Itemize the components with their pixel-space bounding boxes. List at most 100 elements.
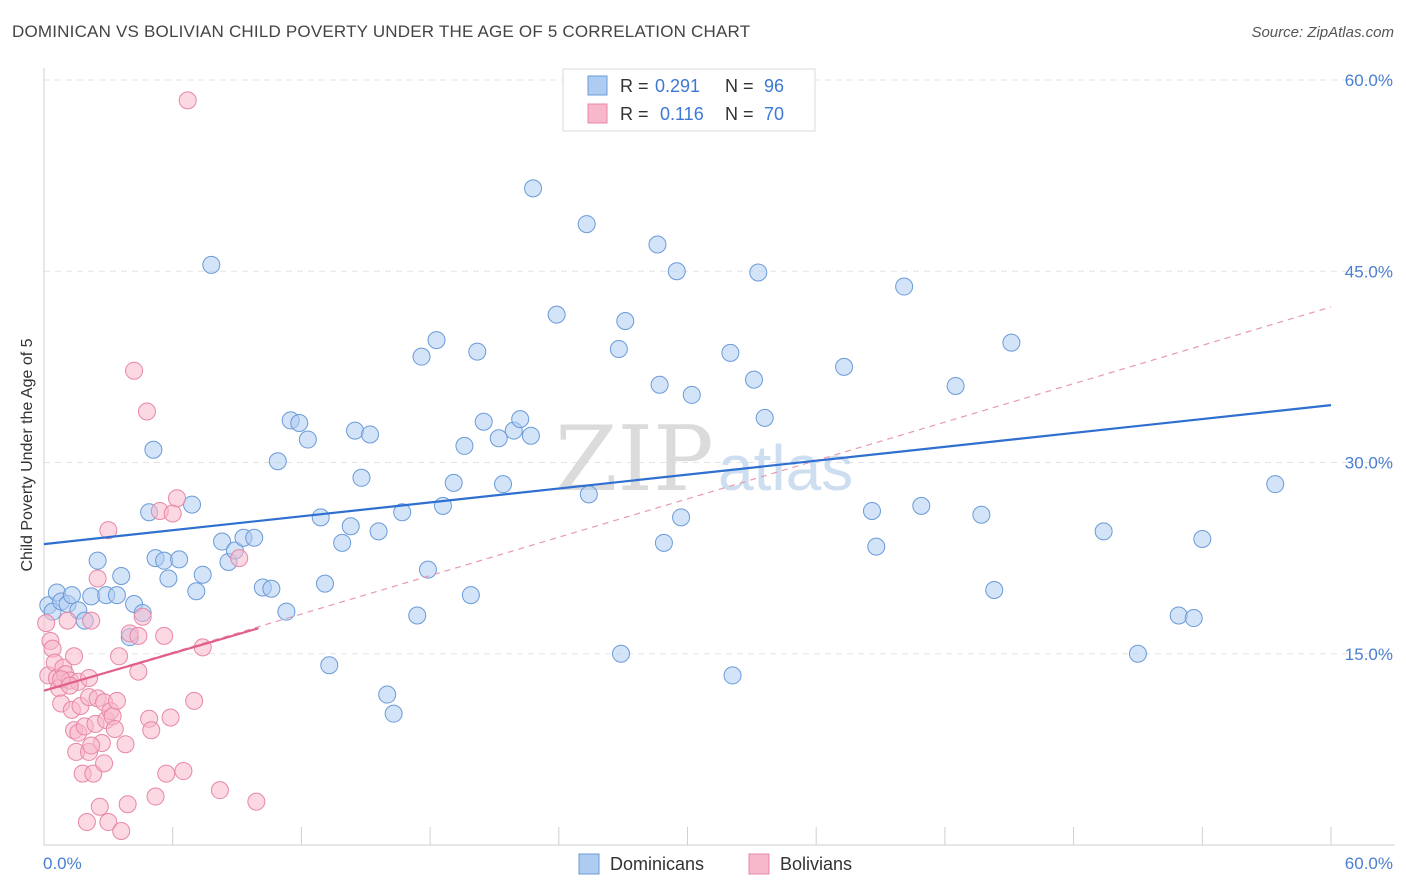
point-dominicans-59 [474, 412, 493, 431]
point-dominicans-66 [547, 305, 566, 324]
point-bolivians-50 [142, 721, 161, 740]
legend-n-value-2: 70 [764, 104, 784, 124]
point-dominicans-90 [985, 581, 1004, 599]
bottom-legend-swatch-bolivians [748, 853, 770, 875]
point-dominicans-8 [82, 587, 101, 606]
point-dominicans-50 [408, 606, 427, 625]
point-dominicans-84 [862, 501, 881, 520]
point-dominicans-67 [577, 215, 596, 234]
series-bolivians [37, 91, 266, 840]
point-dominicans-55 [444, 473, 463, 492]
point-dominicans-95 [1184, 609, 1203, 628]
point-dominicans-81 [749, 263, 768, 282]
legend-n-label-2: N = [725, 104, 754, 124]
point-dominicans-75 [667, 262, 686, 281]
point-dominicans-9 [88, 551, 107, 570]
point-dominicans-51 [412, 347, 431, 366]
point-dominicans-91 [1002, 333, 1021, 352]
legend-r-value-2: 0.116 [660, 104, 704, 124]
point-dominicans-21 [170, 550, 189, 569]
point-bolivians-45 [125, 361, 144, 380]
point-bolivians-64 [247, 792, 266, 811]
point-dominicans-56 [455, 436, 474, 455]
legend-swatch-dominicans [587, 75, 608, 96]
point-bolivians-39 [107, 691, 126, 710]
point-dominicans-24 [193, 565, 212, 584]
point-dominicans-25 [202, 255, 221, 274]
watermark-atlas: atlas [718, 432, 853, 504]
point-dominicans-39 [315, 574, 334, 593]
point-dominicans-19 [155, 551, 174, 570]
point-dominicans-68 [579, 485, 598, 504]
x-tick-labels: 0.0% 60.0% [43, 854, 1393, 873]
point-bolivians-57 [167, 489, 186, 508]
legend-bottom: Dominicans Bolivians [578, 853, 852, 875]
point-bolivians-68 [82, 736, 101, 755]
point-bolivians-38 [105, 719, 124, 738]
point-dominicans-79 [723, 666, 742, 685]
point-bolivians-56 [163, 504, 182, 523]
point-dominicans-88 [946, 377, 965, 395]
point-bolivians-61 [193, 638, 212, 657]
grid-lines [44, 79, 1395, 655]
point-bolivians-0 [37, 614, 56, 633]
point-dominicans-71 [616, 311, 635, 330]
point-dominicans-89 [972, 505, 991, 524]
point-bolivians-63 [230, 549, 249, 568]
point-dominicans-93 [1128, 644, 1147, 663]
point-dominicans-12 [112, 566, 131, 585]
point-bolivians-48 [137, 402, 156, 421]
chart-source: Source: ZipAtlas.com [1251, 24, 1394, 41]
point-dominicans-74 [654, 533, 673, 552]
legend-swatch-bolivians [587, 103, 608, 124]
watermark: ZIP atlas [555, 407, 853, 512]
y-axis-label: Child Poverty Under the Age of 5 [19, 338, 36, 571]
point-dominicans-48 [384, 704, 403, 723]
y-tick-label-3: 60.0% [1345, 71, 1393, 90]
point-dominicans-42 [341, 517, 360, 536]
legend-top: R = 0.291 N = 96 R = 0.116 N = 70 [562, 68, 816, 132]
point-bolivians-47 [133, 607, 152, 626]
point-dominicans-92 [1094, 522, 1113, 541]
point-dominicans-38 [311, 508, 330, 527]
point-dominicans-37 [298, 430, 317, 449]
point-dominicans-58 [468, 342, 487, 361]
point-dominicans-96 [1193, 530, 1212, 548]
point-dominicans-17 [144, 440, 163, 459]
data-points [37, 91, 1285, 840]
point-dominicans-11 [107, 586, 126, 605]
x-tick-label-1: 60.0% [1345, 854, 1393, 873]
point-bolivians-35 [99, 813, 118, 832]
point-bolivians-42 [116, 735, 135, 754]
point-dominicans-44 [352, 468, 371, 487]
point-dominicans-47 [378, 685, 397, 704]
trend-lines [43, 306, 1332, 692]
point-dominicans-80 [744, 370, 763, 389]
point-bolivians-62 [210, 781, 229, 800]
point-bolivians-60 [185, 691, 204, 710]
y-tick-label-1: 30.0% [1345, 454, 1393, 473]
point-bolivians-21 [77, 813, 96, 832]
point-dominicans-82 [755, 408, 774, 427]
point-bolivians-58 [174, 762, 193, 781]
point-dominicans-46 [369, 522, 388, 541]
point-dominicans-73 [650, 375, 669, 394]
point-bolivians-43 [118, 795, 137, 814]
point-dominicans-65 [524, 179, 543, 198]
point-dominicans-23 [187, 582, 206, 601]
legend-n-label-1: N = [725, 76, 754, 96]
legend-n-value-1: 96 [764, 76, 784, 96]
point-dominicans-70 [612, 644, 631, 663]
point-dominicans-30 [245, 528, 264, 547]
point-dominicans-87 [912, 496, 931, 515]
point-bolivians-53 [155, 626, 174, 645]
legend-r-value-1: 0.291 [655, 76, 700, 96]
point-bolivians-40 [110, 647, 129, 666]
point-dominicans-40 [320, 656, 339, 675]
point-bolivians-14 [65, 647, 84, 666]
watermark-zip: ZIP [555, 407, 714, 512]
point-bolivians-28 [88, 569, 107, 588]
point-dominicans-78 [721, 343, 740, 362]
point-dominicans-45 [361, 425, 380, 444]
